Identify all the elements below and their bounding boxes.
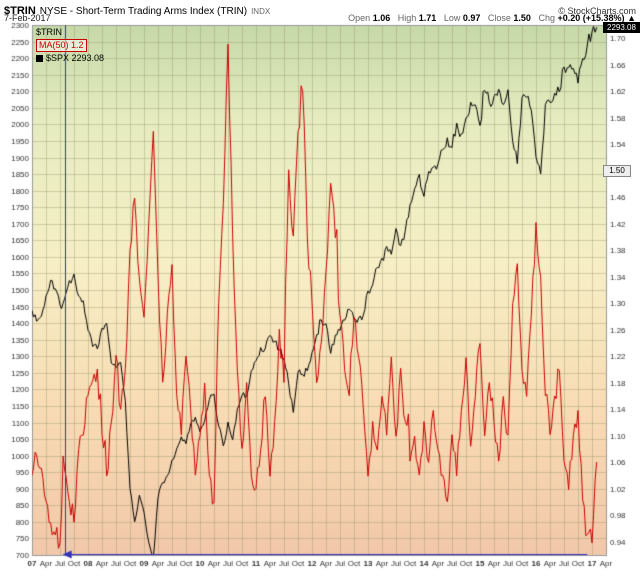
- chart-date: 7-Feb-2017: [4, 13, 51, 23]
- quote-bar: Open 1.06 High 1.71 Low 0.97 Close 1.50 …: [343, 13, 636, 23]
- close-label: Close: [487, 13, 511, 23]
- chart-header: $TRIN NYSE - Short-Term Trading Arms Inde…: [4, 1, 636, 19]
- high-label: High: [397, 13, 417, 23]
- ma-label: MA(50) 1.2: [36, 39, 87, 52]
- exchange-tag: INDX: [251, 7, 271, 16]
- open-value: 1.06: [372, 13, 391, 23]
- symbol: $TRIN: [4, 5, 36, 17]
- spx-swatch-icon: [36, 55, 43, 62]
- trin-last-value-box: 1.50: [603, 165, 631, 177]
- chg-value: +0.20 (+15.38%): [557, 13, 625, 23]
- high-value: 1.71: [418, 13, 437, 23]
- legend-spx: $SPX 2293.08: [36, 53, 104, 64]
- legend-ma: MA(50) 1.2: [36, 39, 104, 52]
- chart-subheader: 7-Feb-2017 Open 1.06 High 1.71 Low 0.97 …: [4, 13, 636, 23]
- chg-label: Chg: [538, 13, 555, 23]
- up-arrow-icon: ▲: [627, 13, 636, 23]
- legend-trin: $TRIN: [36, 27, 63, 37]
- copyright-text: © StockCharts.com: [558, 6, 636, 16]
- header-left: $TRIN NYSE - Short-Term Trading Arms Inde…: [4, 1, 270, 19]
- spx-last-value-box: 2293.08: [603, 22, 640, 33]
- spx-label: $SPX 2293.08: [46, 53, 105, 63]
- low-value: 0.97: [462, 13, 481, 23]
- chart-title: NYSE - Short-Term Trading Arms Index (TR…: [39, 6, 248, 17]
- open-label: Open: [348, 13, 371, 23]
- low-label: Low: [443, 13, 461, 23]
- close-value: 1.50: [513, 13, 531, 23]
- chart-legend: $TRIN MA(50) 1.2 $SPX 2293.08: [36, 27, 104, 65]
